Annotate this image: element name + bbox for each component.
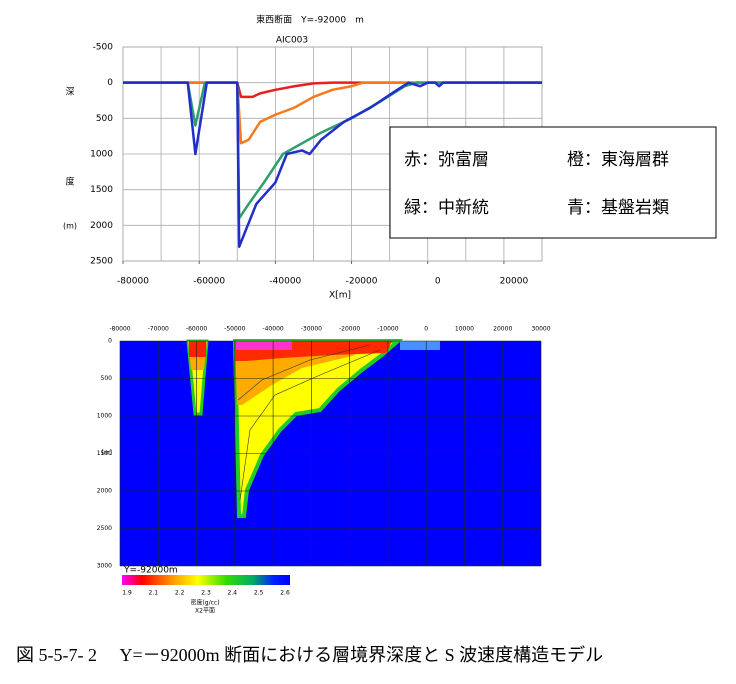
heatmap-region	[400, 341, 440, 350]
y-tick-label: 2500	[90, 257, 113, 267]
y-tick-label: 0	[108, 338, 112, 345]
x-tick-label: 0	[424, 326, 428, 333]
colorbar-tick-label: 2.3	[201, 590, 211, 597]
x-tick-label: -60000	[193, 277, 225, 287]
x-tick-label: 0	[435, 277, 441, 287]
x-tick-label: -70000	[148, 326, 169, 333]
series-line	[123, 81, 542, 248]
x-tick-label: -40000	[269, 277, 301, 287]
colorbar	[122, 575, 290, 585]
colorbar-tick-label: 2.2	[175, 590, 185, 597]
colorbar-tick-label: 2.1	[149, 590, 159, 597]
chart-subtitle: AIC003	[276, 36, 308, 46]
x-tick-label: -80000	[117, 277, 149, 287]
y-axis-label: (m)	[63, 222, 77, 231]
colorbar-tick-label: 2.4	[228, 590, 238, 597]
x-tick-label: -50000	[224, 326, 245, 333]
series-line	[123, 81, 542, 99]
y-tick-label: 500	[96, 114, 113, 124]
y-tick-label: 1500	[97, 450, 112, 457]
x-tick-label: 20000	[493, 326, 512, 333]
heatmap-region	[232, 339, 404, 518]
x-tick-label: -80000	[109, 326, 130, 333]
legend-entry: 橙：東海層群	[567, 150, 669, 170]
x-tick-label: -60000	[186, 326, 207, 333]
legend-entry: 青：基盤岩類	[567, 198, 669, 218]
heatmap-title: Y=-92000m	[123, 566, 178, 576]
y-tick-label: 1000	[97, 413, 112, 420]
x-axis-label: X[m]	[329, 291, 351, 301]
x-tick-label: -10000	[377, 326, 398, 333]
x-tick-label: 20000	[500, 277, 529, 287]
colorbar-tick-label: 2.5	[254, 590, 264, 597]
colorbar-sublabel: X2平面	[195, 608, 215, 615]
series-line	[123, 81, 542, 145]
y-tick-label: 1000	[90, 150, 113, 160]
y-tick-label: 500	[101, 375, 113, 382]
y-tick-label: 3000	[97, 563, 112, 570]
y-tick-label: 2500	[97, 525, 112, 532]
y-axis-label: [m]	[101, 450, 112, 457]
legend-entry: 緑：中新統	[404, 198, 489, 218]
legend-entry: 赤：弥富層	[404, 150, 489, 170]
x-tick-label: -20000	[339, 326, 360, 333]
y-tick-label: 0	[107, 78, 113, 88]
x-tick-label: 10000	[455, 326, 474, 333]
heatmap	[119, 339, 542, 567]
x-tick-label: -40000	[262, 326, 283, 333]
y-tick-label: 2000	[97, 488, 112, 495]
y-axis-label: 度	[65, 176, 74, 188]
colorbar-tick-label: 2.6	[280, 590, 290, 597]
colorbar-tick-label: 1.9	[122, 590, 132, 597]
heatmap-region	[189, 341, 206, 357]
y-tick-label: -500	[93, 43, 114, 53]
x-tick-label: 30000	[531, 326, 550, 333]
colorbar-label: 密度(g/cc)	[190, 599, 219, 607]
caption: 図 5-5-7- 2 Y=－92000m 断面における層境界深度と S 波速度構…	[16, 645, 603, 665]
x-tick-label: -30000	[301, 326, 322, 333]
y-tick-label: 1500	[90, 185, 113, 195]
y-axis-label: 深	[65, 87, 74, 98]
contour	[237, 344, 371, 401]
x-tick-label: -20000	[346, 277, 378, 287]
heatmap-region	[236, 341, 292, 350]
legend	[389, 126, 717, 239]
chart-title: 東西断面 Y=-92000 m	[256, 14, 364, 26]
y-tick-label: 2000	[90, 221, 113, 231]
